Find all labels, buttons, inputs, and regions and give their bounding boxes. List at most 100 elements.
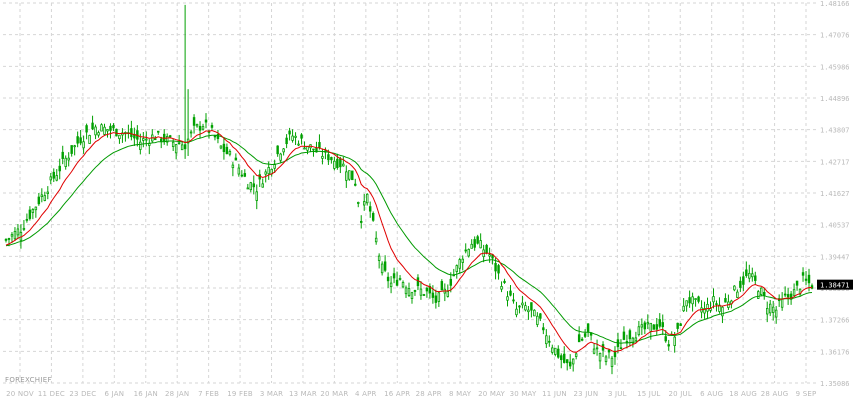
current-price-label: 1.38471 [820,282,850,290]
x-tick-label: 20 NOV [6,390,34,398]
candle-body [649,322,653,332]
candle-body [503,280,506,283]
candle-body [619,347,623,350]
candle-body [783,293,787,296]
candle-body [318,142,321,149]
candle-body [204,119,208,123]
y-tick-label: 1.43807 [820,127,850,135]
candle-body [634,337,638,342]
candle-body [58,165,61,172]
candle-body [34,206,38,211]
candle-body [786,294,790,298]
candle-body [497,265,500,274]
candle-body [342,163,345,167]
candle-body [768,303,772,314]
candle-body [515,308,518,316]
candle-body [488,254,491,257]
candle-body [404,287,408,295]
candle-body [168,135,172,138]
candle-body [652,324,656,330]
candle-body [688,297,691,304]
candle-body [389,282,393,288]
candle-body [174,144,178,154]
candle-body [715,303,718,306]
candle-body [592,348,596,354]
candle-body [718,304,721,312]
candle-body [697,296,700,302]
candle-body [348,170,351,180]
candle-body [527,309,530,313]
candle-body [267,167,270,175]
candle-body [118,134,121,140]
candle-body [225,146,229,155]
candle-body [742,276,745,285]
candle-body [512,299,515,302]
candle-body [518,305,521,308]
y-tick-label: 1.40537 [820,222,850,230]
candle-body [46,191,50,194]
candle-body [721,306,724,317]
candle-body [640,324,644,328]
x-tick-label: 8 MAY [449,390,472,398]
candle-body [789,293,793,300]
x-tick-label: 7 FEB [198,390,219,398]
candle-body [461,258,464,263]
x-axis-labels: 20 NOV 11 DEC 23 DEC 6 JAN 16 JAN 28 JAN 7 FEB… [6,390,816,398]
candle-body [431,292,435,298]
candle-body [795,280,799,286]
candle-body [607,349,611,353]
x-tick-label: 4 APR [355,390,377,398]
candle-body [410,292,414,299]
candle-body [70,145,73,154]
candle-body [643,322,647,330]
x-tick-label: 3 JUL [608,390,627,398]
candle-body [243,173,247,177]
candle-body [28,209,32,219]
candle-body [560,355,563,361]
candle-body [285,137,288,145]
candle-body [240,174,244,177]
candle-body [506,296,509,301]
candle-body [401,282,405,288]
x-tick-label: 28 AUG [761,390,789,398]
candle-body [548,340,551,343]
candle-body [628,330,632,340]
candle-body [392,273,396,279]
candle-body [446,291,450,297]
candle-body [91,122,94,130]
candle-body [363,201,366,206]
candle-body [422,294,426,296]
candle-body [130,128,133,138]
candle-body [449,278,453,286]
candle-body [100,124,103,132]
candle-body [360,220,363,223]
y-tick-label: 1.48166 [820,0,850,8]
candle-body [106,129,109,132]
candle-body [333,160,336,169]
candle-body [780,298,784,308]
candle-body [407,288,411,296]
candle-body [40,194,44,197]
candle-body [13,231,17,240]
y-tick-label: 1.39447 [820,253,850,261]
brand-watermark: FOREXCHIEF [5,376,52,384]
candle-body [571,358,575,365]
candle-body [22,227,26,230]
candle-body [703,308,706,314]
candle-body [724,298,727,303]
x-tick-label: 9 SEP [796,390,817,398]
candle-body [228,151,232,155]
candle-body [365,193,369,204]
candle-body [321,155,324,159]
candle-body [631,337,635,344]
candle-body [792,289,796,296]
candle-body [610,357,614,368]
candle-body [386,276,390,282]
candle-body [440,281,444,291]
candle-body [37,196,41,205]
candle-body [760,287,763,295]
candle-body [574,353,578,357]
candle-body [380,263,384,274]
candle-body [303,147,306,150]
